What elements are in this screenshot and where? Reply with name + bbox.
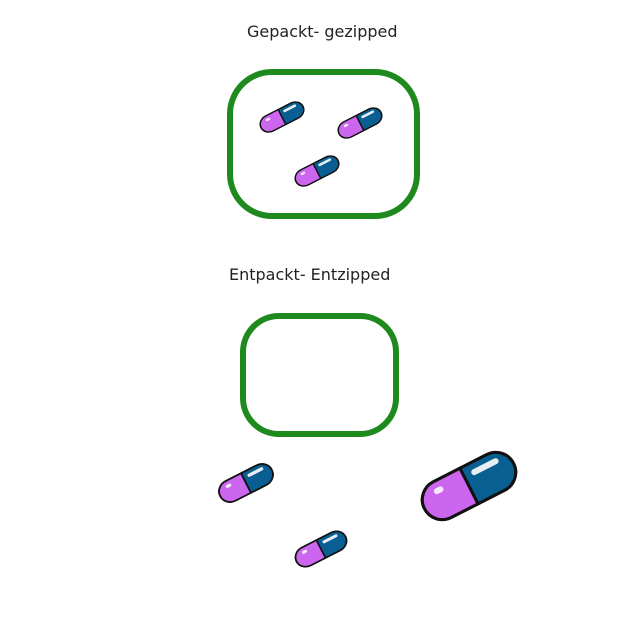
unpacked-container bbox=[240, 313, 399, 437]
pill-capsule-icon bbox=[214, 459, 278, 507]
packed-container bbox=[227, 69, 420, 219]
pill-capsule-icon bbox=[334, 104, 386, 142]
pill-capsule-icon bbox=[291, 526, 351, 572]
packed-title: Gepackt- gezipped bbox=[247, 22, 398, 41]
unpacked-title: Entpackt- Entzipped bbox=[229, 265, 391, 284]
pill-capsule-icon bbox=[256, 98, 308, 136]
pill-capsule-icon bbox=[291, 152, 343, 190]
pill-capsule-icon bbox=[413, 443, 525, 529]
